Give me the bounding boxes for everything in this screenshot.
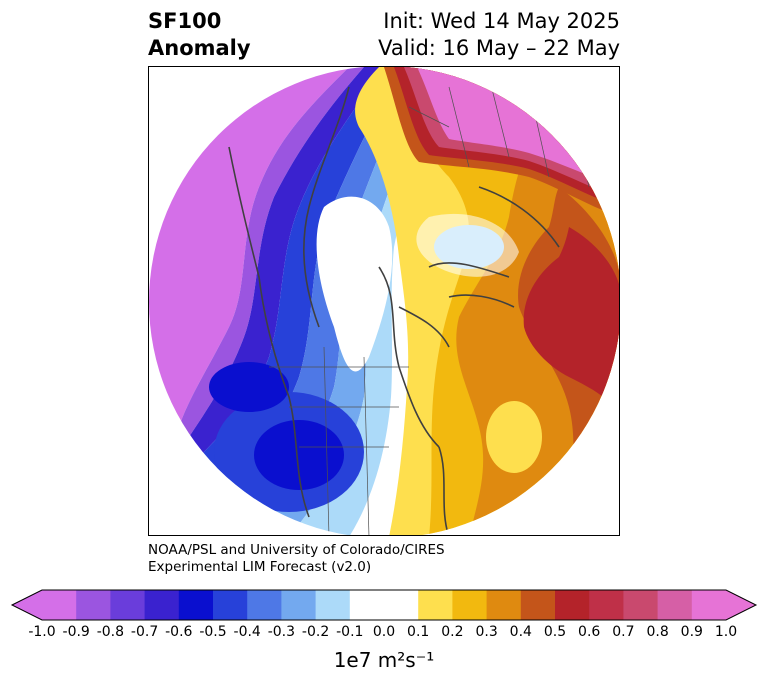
colorbar-bin <box>315 590 351 620</box>
colorbar-tick-label: -0.1 <box>336 624 364 640</box>
credit-text: NOAA/PSL and University of Colorado/CIRE… <box>148 542 445 576</box>
colorbar-bin <box>144 590 180 620</box>
colorbar-tick-label: -0.7 <box>130 624 159 640</box>
colorbar-bin <box>384 590 419 620</box>
anomaly-region-neg-purple <box>179 67 364 437</box>
colorbar-bin <box>623 590 659 620</box>
colorbar-tick-label: -0.9 <box>62 624 90 640</box>
variable-subtitle: Anomaly <box>148 36 251 60</box>
colorbar-bin <box>110 590 146 620</box>
anomaly-low-west-core <box>254 420 344 490</box>
colorbar-bin <box>691 590 727 620</box>
anomaly-region-neg-light <box>249 67 424 535</box>
colorbar-bin <box>281 590 317 620</box>
colorbar-tick-label: 0.8 <box>646 624 669 640</box>
colorbar-tick-label: 1.0 <box>714 624 738 640</box>
colorbar-tick-label: 0.9 <box>680 624 703 640</box>
colorbar-outline <box>10 589 758 621</box>
anomaly-region-neg-blue <box>199 67 399 487</box>
colorbar-tick-label: -1.0 <box>28 624 56 640</box>
colorbar-tick-label: 0.2 <box>441 624 464 640</box>
title-left: SF100 Anomaly <box>148 8 251 62</box>
colorbar <box>10 589 758 621</box>
colorbar-bin <box>178 590 214 620</box>
colorbar-tick-label: -0.5 <box>199 624 227 640</box>
colorbar-bin <box>555 590 590 620</box>
anomaly-region-pos-red <box>523 227 619 417</box>
map-panel <box>148 66 620 536</box>
colorbar-bin <box>213 590 248 620</box>
colorbar-extend-min <box>12 590 42 620</box>
colorbar-tick-label: 0.4 <box>509 624 532 640</box>
colorbar-tick-label: -0.3 <box>267 624 296 640</box>
colorbar-bin <box>657 590 693 620</box>
credit-line-1: NOAA/PSL and University of Colorado/CIRE… <box>148 542 445 558</box>
colorbar-bin <box>520 590 556 620</box>
colorbar-tick-label: -0.2 <box>301 624 330 640</box>
credit-line-2: Experimental LIM Forecast (v2.0) <box>148 559 372 575</box>
colorbar-tick-label: -0.6 <box>165 624 193 640</box>
colorbar-tick-label: 0.7 <box>612 624 635 640</box>
colorbar-tick-label: 0.1 <box>407 624 430 640</box>
variable-title: SF100 <box>148 9 222 33</box>
init-date: Init: Wed 14 May 2025 <box>383 9 620 33</box>
colorbar-bin <box>589 590 624 620</box>
colorbar-tick-labels: -1.0 -0.9 -0.8 -0.7 -0.6 -0.5 -0.4 -0.3 -0.2 -0.1… <box>0 624 768 644</box>
colorbar-tick-label: 0.5 <box>543 624 567 640</box>
colorbar-bin <box>486 590 522 620</box>
anomaly-high-yellow-pocket <box>486 401 542 473</box>
anomaly-region-polar-white <box>416 213 519 277</box>
anomaly-map <box>149 67 619 535</box>
colorbar-bin <box>76 590 111 620</box>
anomaly-low-west-band <box>209 362 289 412</box>
colorbar-bin <box>452 590 488 620</box>
colorbar-bin <box>42 590 77 620</box>
colorbar-bin <box>418 590 453 620</box>
colorbar-tick-label: 0.6 <box>578 624 601 640</box>
colorbar-tick-label: 0.0 <box>372 624 396 640</box>
colorbar-bin <box>349 590 385 620</box>
anomaly-region-neg-magenta <box>149 67 349 427</box>
valid-date-range: Valid: 16 May – 22 May <box>378 36 620 60</box>
colorbar-unit-label: 1e7 m²s⁻¹ <box>333 648 435 672</box>
anomaly-region-neg-mid <box>219 67 411 512</box>
colorbar-extend-max <box>726 590 756 620</box>
colorbar-tick-label: 0.3 <box>475 624 498 640</box>
colorbar-tick-label: -0.4 <box>233 624 261 640</box>
anomaly-region-neutral <box>316 196 393 372</box>
title-right: Init: Wed 14 May 2025 Valid: 16 May – 22… <box>378 8 620 62</box>
colorbar-bin <box>247 590 282 620</box>
colorbar-tick-label: -0.8 <box>96 624 125 640</box>
anomaly-region-neg-blue-outer <box>189 67 384 457</box>
